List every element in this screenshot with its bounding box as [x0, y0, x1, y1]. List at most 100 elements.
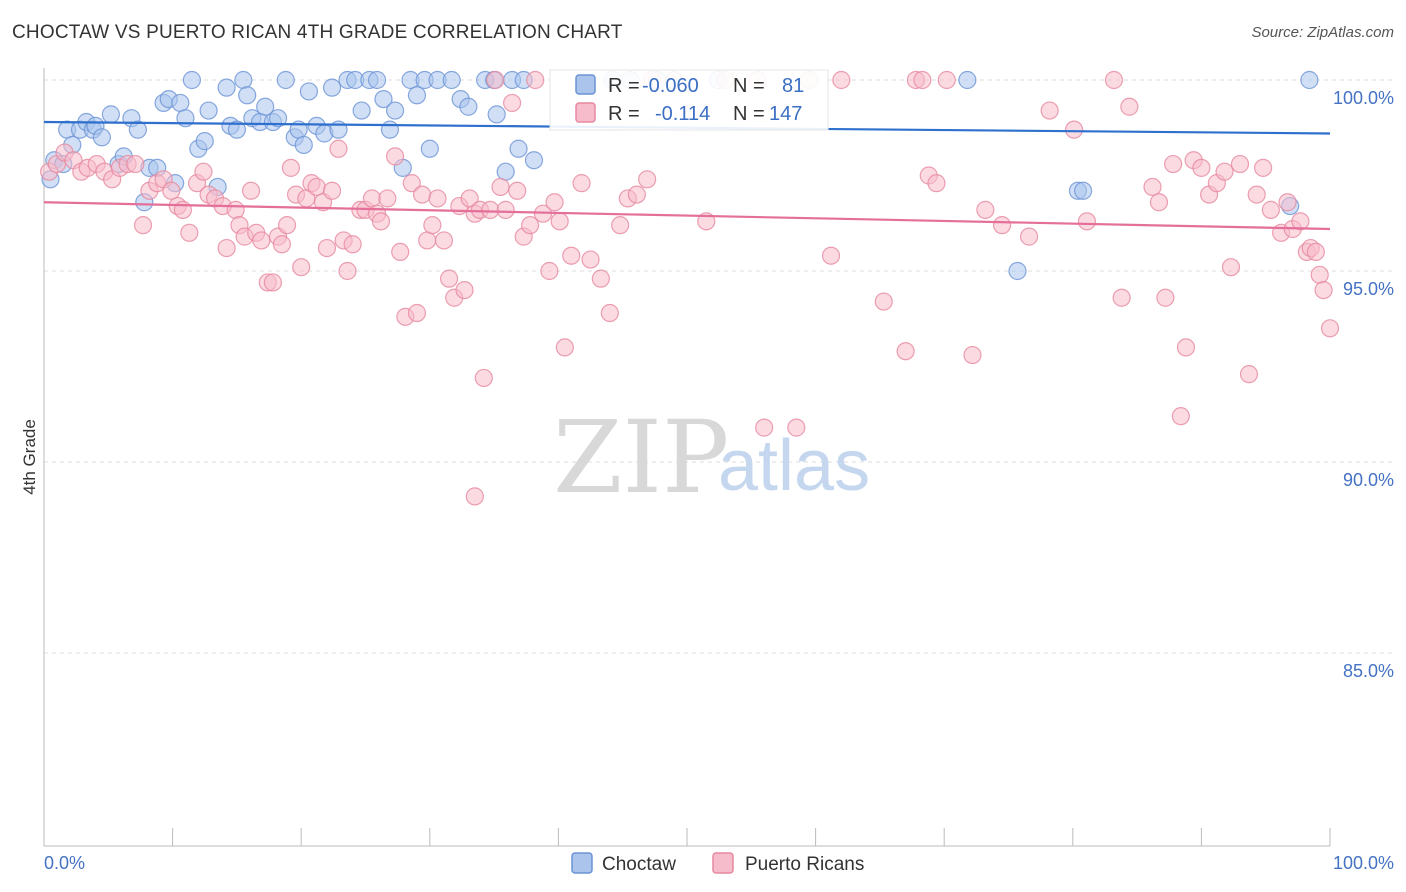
puerto-ricans-points — [40, 70, 1340, 506]
choctaw-point — [958, 70, 977, 90]
puerto-ricans-point — [927, 174, 946, 193]
puerto-ricans-point — [428, 189, 447, 208]
puerto-ricans-point — [1320, 319, 1340, 338]
puerto-ricans-trend-line — [43, 201, 1331, 231]
puerto-ricans-point — [1221, 258, 1241, 277]
puerto-ricans-point — [526, 70, 545, 90]
choctaw-point — [234, 70, 253, 90]
puerto-ricans-point — [217, 238, 236, 258]
choctaw-point — [1073, 181, 1093, 200]
puerto-ricans-point — [1230, 154, 1250, 174]
puerto-ricans-point — [491, 177, 510, 197]
puerto-ricans-point — [1104, 70, 1124, 90]
puerto-ricans-point — [412, 185, 432, 204]
puerto-ricans-point — [241, 181, 261, 200]
puerto-ricans-point — [1143, 177, 1162, 197]
puerto-ricans-point — [338, 261, 357, 281]
puerto-ricans-point — [272, 235, 292, 254]
puerto-ricans-point — [821, 246, 841, 265]
choctaw-point — [238, 86, 257, 105]
puerto-ricans-point — [226, 200, 245, 219]
puerto-ricans-point — [550, 212, 569, 231]
legend-n-value-puerto-ricans: 147 — [769, 103, 802, 125]
puerto-ricans-point — [292, 258, 311, 277]
choctaw-point — [509, 139, 528, 158]
puerto-ricans-point — [755, 418, 774, 437]
choctaw-point — [227, 120, 246, 139]
puerto-ricans-point — [371, 212, 391, 231]
legend-r-value-puerto-ricans: -0.114 — [655, 103, 710, 125]
puerto-ricans-point — [1291, 212, 1310, 231]
choctaw-point — [385, 101, 405, 120]
puerto-ricans-point — [496, 200, 515, 219]
puerto-ricans-point — [600, 303, 619, 323]
puerto-ricans-point — [1239, 365, 1259, 384]
puerto-ricans-point — [126, 154, 145, 174]
puerto-ricans-point — [194, 162, 213, 181]
choctaw-point — [459, 97, 478, 116]
legend-swatch-puerto-ricans — [575, 102, 596, 123]
puerto-ricans-point — [1254, 158, 1273, 177]
choctaw-point — [182, 70, 201, 90]
puerto-ricans-point — [263, 273, 283, 292]
puerto-ricans-point — [581, 250, 600, 269]
choctaw-point — [276, 70, 295, 90]
puerto-ricans-point — [1278, 193, 1297, 212]
puerto-ricans-point — [1064, 120, 1084, 139]
puerto-ricans-point — [521, 216, 540, 235]
puerto-ricans-point — [540, 261, 559, 281]
legend-n-label-choctaw: N = — [733, 75, 765, 97]
puerto-ricans-point — [1112, 288, 1131, 307]
watermark-zip: ZIP — [553, 399, 729, 516]
legend-n-label-puerto-ricans: N = — [733, 103, 765, 125]
chart-title: CHOCTAW VS PUERTO RICAN 4TH GRADE CORREL… — [12, 22, 623, 43]
x-tick-label-min: 0.0% — [44, 853, 85, 873]
choctaw-point — [294, 135, 313, 155]
puerto-ricans-point — [455, 281, 474, 300]
puerto-ricans-point — [385, 147, 405, 166]
puerto-ricans-point — [418, 231, 437, 250]
puerto-ricans-point — [992, 216, 1012, 235]
legend-r-label-choctaw: R = — [608, 75, 640, 97]
y-tick-label: 85.0% — [1343, 661, 1394, 681]
x-tick-label-max: 100.0% — [1333, 853, 1394, 873]
bottom-legend-label-choctaw: Choctaw — [602, 854, 676, 875]
legend-r-value-choctaw: -0.060 — [642, 75, 699, 97]
choctaw-point — [1300, 70, 1319, 90]
choctaw-point — [128, 120, 147, 139]
puerto-ricans-point — [1171, 407, 1190, 426]
puerto-ricans-point — [1149, 193, 1169, 212]
choctaw-point — [374, 89, 393, 109]
legend-r-label-puerto-ricans: R = — [608, 103, 640, 125]
bottom-legend-swatch-choctaw — [571, 852, 593, 874]
puerto-ricans-point — [343, 235, 362, 254]
source-label: Source: ZipAtlas.com — [1251, 24, 1394, 41]
puerto-ricans-point — [322, 181, 342, 200]
puerto-ricans-point — [787, 418, 806, 437]
puerto-ricans-point — [832, 70, 851, 90]
choctaw-point — [322, 78, 342, 97]
puerto-ricans-point — [874, 292, 893, 311]
puerto-ricans-point — [1247, 185, 1266, 204]
y-tick-label: 90.0% — [1343, 470, 1394, 490]
puerto-ricans-point — [1215, 162, 1234, 181]
choctaw-point — [101, 105, 120, 124]
choctaw-point — [496, 162, 515, 181]
puerto-ricans-point — [434, 231, 454, 250]
bottom-legend-label-puerto-ricans: Puerto Ricans — [745, 854, 864, 875]
choctaw-point — [256, 97, 275, 116]
choctaw-point — [171, 93, 190, 113]
puerto-ricans-point — [465, 487, 484, 506]
puerto-ricans-point — [1164, 154, 1183, 174]
puerto-ricans-point — [1306, 242, 1325, 261]
puerto-ricans-point — [627, 185, 646, 204]
choctaw-point — [92, 128, 111, 147]
puerto-ricans-point — [252, 231, 271, 250]
choctaw-point — [199, 101, 218, 120]
puerto-ricans-point — [317, 238, 337, 258]
y-tick-labels: 85.0% 90.0% 95.0% 100.0% — [1333, 88, 1394, 681]
puerto-ricans-point — [1314, 281, 1333, 300]
puerto-ricans-point — [611, 216, 630, 235]
puerto-ricans-point — [307, 177, 326, 197]
